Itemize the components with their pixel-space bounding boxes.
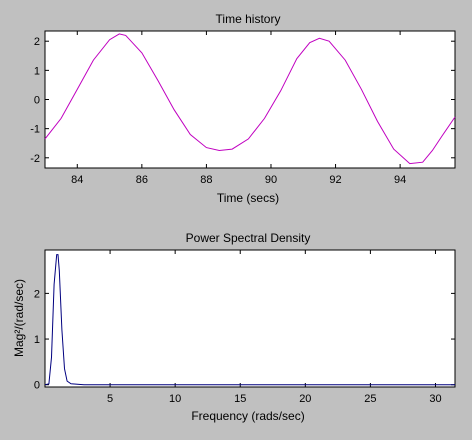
psd-xtick-label: 20 <box>299 393 311 405</box>
psd-xtick-label: 30 <box>429 393 441 405</box>
time-history-ytick-label: 0 <box>34 95 40 107</box>
time-history-ytick-label: 1 <box>34 65 40 77</box>
time-history-xtick-label: 86 <box>136 174 148 186</box>
psd-ticks: 5 10 15 20 25 30 0 1 2 <box>34 250 455 405</box>
time-history-xtick-label: 90 <box>265 174 277 186</box>
psd-xtick-label: 10 <box>169 393 181 405</box>
psd-xtick-label: 15 <box>234 393 246 405</box>
psd-title: Power Spectral Density <box>186 231 311 245</box>
time-history-xtick-label: 92 <box>329 174 341 186</box>
psd-ylabel: Mag²/(rad/sec) <box>12 279 26 357</box>
time-history-ytick-label: 2 <box>34 36 40 48</box>
psd-plot-area <box>44 249 456 388</box>
time-history-xtick-label: 88 <box>200 174 212 186</box>
time-history-series-line <box>44 33 456 165</box>
psd-xtick-label: 5 <box>107 393 113 405</box>
psd-xtick-label: 25 <box>364 393 376 405</box>
psd-series-line <box>44 254 455 386</box>
time-history-ticks: 84 86 88 90 92 94 -2 -1 0 1 2 <box>30 31 455 186</box>
time-history-xlabel: Time (secs) <box>217 191 279 205</box>
time-history-ytick-label: -1 <box>30 124 40 136</box>
psd-ytick-label: 1 <box>34 334 40 346</box>
psd-ytick-label: 0 <box>34 380 40 392</box>
psd-xlabel: Frequency (rads/sec) <box>191 409 304 423</box>
time-history-xtick-label: 84 <box>71 174 83 186</box>
time-history-axes: Time history 84 86 88 90 92 94 -2 -1 0 1 2 Time (s… <box>30 12 456 205</box>
time-history-plot-area <box>44 30 456 169</box>
time-history-xtick-label: 94 <box>394 174 406 186</box>
time-history-title: Time history <box>216 12 281 26</box>
psd-axes: Power Spectral Density 5 10 15 20 25 30 0 1 2 Fr… <box>12 231 456 423</box>
time-history-ytick-label: -2 <box>30 153 40 165</box>
psd-ytick-label: 2 <box>34 288 40 300</box>
